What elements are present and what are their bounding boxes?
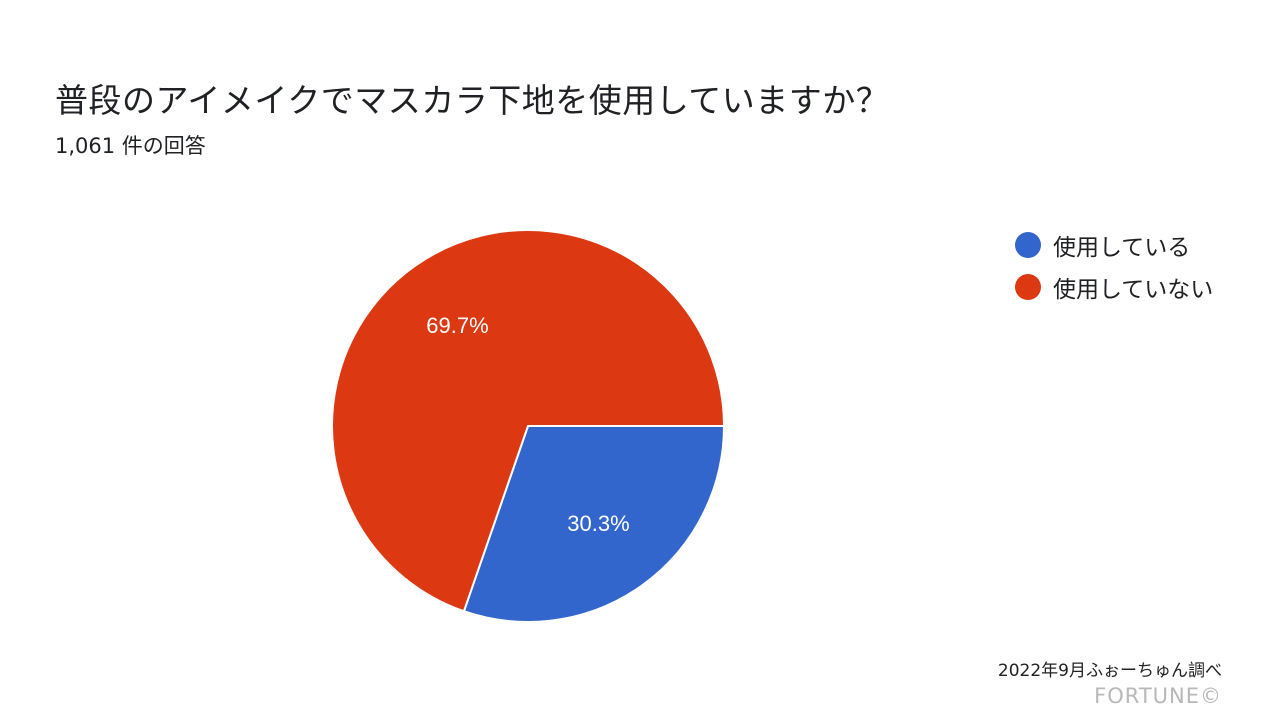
legend-swatch-not-used	[1015, 274, 1041, 300]
pie-label-not-used: 69.7%	[426, 313, 488, 338]
legend-label-not-used: 使用していない	[1053, 277, 1214, 303]
pie-label-used: 30.3%	[567, 511, 629, 536]
legend-label-used: 使用している	[1053, 235, 1191, 261]
legend-item-not-used[interactable]: 使用していない	[1015, 266, 1213, 308]
legend: 使用している 使用していない	[1015, 224, 1213, 308]
legend-swatch-used	[1015, 232, 1041, 258]
brand-logo: FORTUNE©	[1094, 684, 1222, 708]
pie-slice-not-used[interactable]	[331, 229, 726, 613]
legend-item-used[interactable]: 使用している	[1015, 224, 1213, 266]
response-count: 1,061 件の回答	[55, 134, 206, 158]
chart-title: 普段のアイメイクでマスカラ下地を使用していますか？	[55, 81, 890, 120]
source-note: 2022年9月ふぉーちゅん調べ	[997, 661, 1222, 681]
pie-slice-used[interactable]	[462, 425, 726, 623]
